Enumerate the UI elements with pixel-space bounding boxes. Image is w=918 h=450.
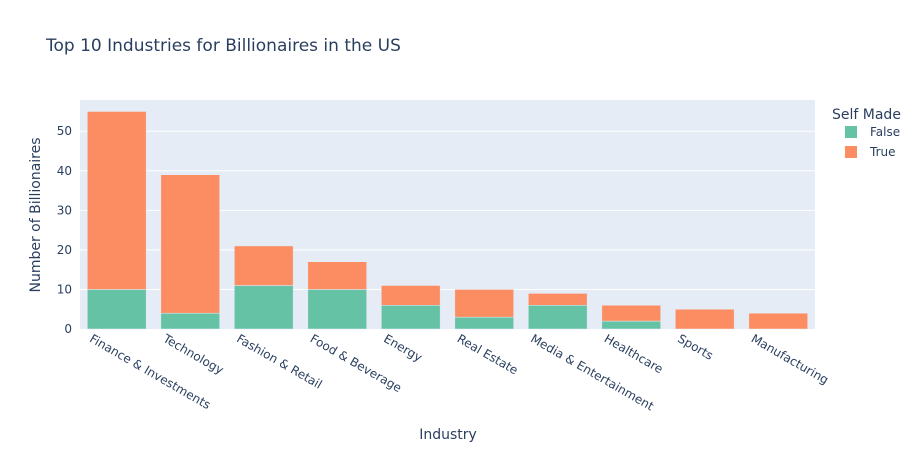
bar-segment (601, 320, 661, 330)
bar-segment (307, 289, 367, 330)
bar-segment (234, 245, 294, 286)
bar-segment (601, 305, 661, 322)
x-axis-title: Industry (419, 427, 477, 443)
legend: Self Made False True (832, 107, 901, 159)
bar-segment (234, 285, 294, 330)
x-tick-label: Healthcare (602, 331, 666, 376)
bar-segment (454, 289, 514, 318)
x-tick-label: Technology (160, 331, 226, 377)
y-tick-label: 30 (57, 203, 72, 217)
bar-segment (528, 293, 588, 306)
y-tick-label: 20 (57, 243, 72, 257)
legend-label: False (870, 125, 900, 139)
bar-segment (454, 316, 514, 330)
bar-segment (307, 261, 367, 290)
x-tick-label: Manufacturing (749, 331, 831, 387)
bar-segment (160, 174, 220, 314)
bar-segment (160, 312, 220, 330)
y-tick-label: 50 (57, 124, 72, 138)
legend-title: Self Made (832, 107, 901, 123)
bar-segment (87, 289, 147, 330)
bar-segment (528, 305, 588, 330)
y-tick-label: 10 (57, 282, 72, 296)
legend-label: True (869, 145, 896, 159)
x-tick-label: Energy (381, 331, 424, 364)
y-axis-title: Number of Billionaires (28, 137, 44, 292)
y-axis-ticks: 0 10 20 30 40 50 (57, 124, 72, 336)
x-tick-label: Sports (675, 331, 715, 362)
bar-segment (87, 111, 147, 290)
legend-swatch (845, 146, 857, 158)
bar-segment (748, 312, 808, 330)
legend-swatch (845, 126, 857, 138)
y-tick-label: 40 (57, 164, 72, 178)
x-tick-label: Real Estate (455, 331, 521, 377)
y-tick-label: 0 (64, 322, 72, 336)
bar-segment (381, 305, 441, 330)
bar-segment (381, 285, 441, 306)
bars (87, 111, 808, 330)
x-tick-label: Media & Entertainment (528, 331, 656, 413)
x-tick-label: Finance & Investments (87, 331, 213, 412)
chart-title: Top 10 Industries for Billionaires in th… (45, 36, 401, 56)
bar-segment (675, 308, 735, 330)
